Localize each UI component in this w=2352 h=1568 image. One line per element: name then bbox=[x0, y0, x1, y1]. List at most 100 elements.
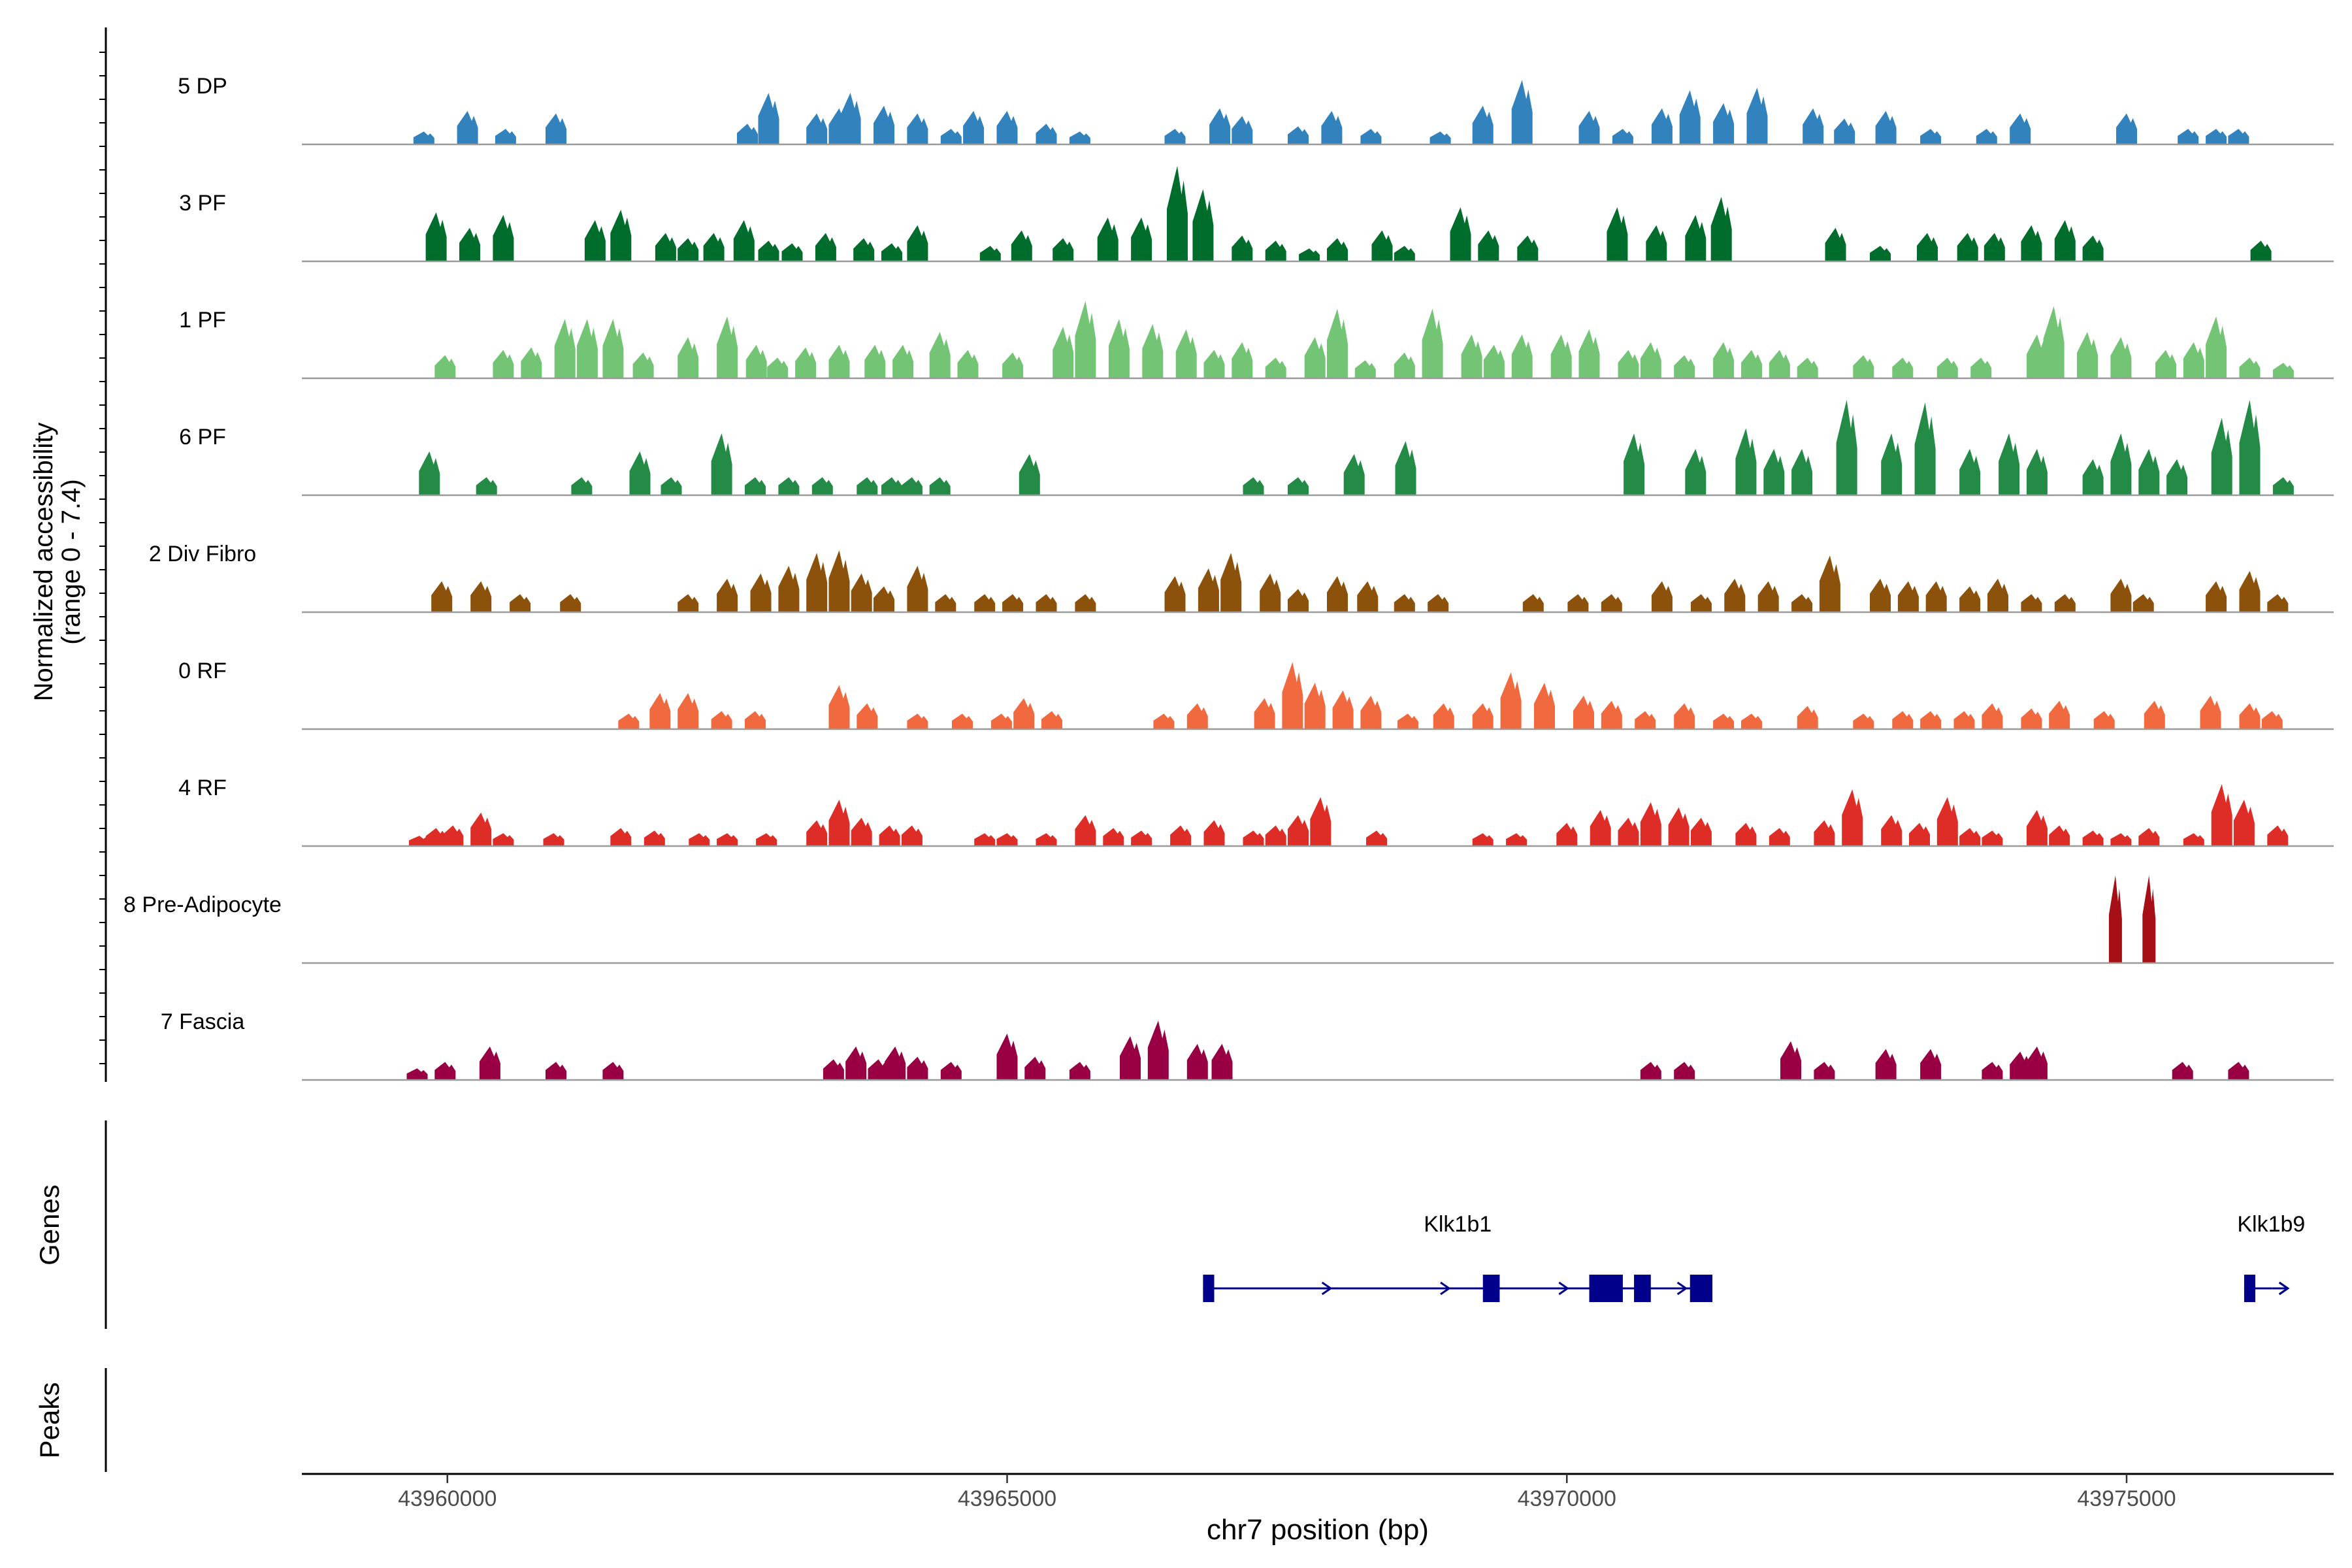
coverage-peak bbox=[1953, 711, 1975, 729]
coverage-peak bbox=[1131, 830, 1152, 846]
coverage-peak bbox=[2138, 828, 2160, 846]
coverage-peak bbox=[661, 477, 682, 495]
coverage-peak bbox=[1892, 357, 1914, 378]
coverage-peak bbox=[1397, 713, 1418, 729]
coverage-peak bbox=[1674, 1062, 1695, 1080]
coverage-peak bbox=[1797, 706, 1818, 729]
coverage-peak bbox=[806, 820, 828, 846]
coverage-peak bbox=[907, 113, 928, 144]
coverage-peak bbox=[1053, 327, 1074, 378]
coverage-peak bbox=[868, 1059, 889, 1080]
coverage-peak bbox=[1984, 233, 2005, 261]
coverage-peak bbox=[1506, 833, 1527, 846]
coverage-peak bbox=[851, 573, 872, 612]
coverage-peak bbox=[1578, 329, 1600, 378]
coverage-peak bbox=[1685, 215, 1707, 261]
coverage-peak bbox=[1327, 238, 1348, 261]
coverage-peak bbox=[2211, 417, 2232, 495]
coverage-peak bbox=[2239, 703, 2261, 729]
coverage-peak bbox=[990, 713, 1012, 729]
coverage-peak bbox=[1982, 830, 2003, 846]
coverage-peak bbox=[678, 693, 699, 729]
coverage-peak bbox=[2144, 700, 2165, 729]
coverage-peak bbox=[2261, 711, 2283, 729]
coverage-peak bbox=[940, 1062, 962, 1080]
coverage-peak bbox=[2116, 113, 2137, 144]
coverage-peak bbox=[823, 1059, 844, 1080]
coverage-peak bbox=[1825, 227, 1846, 261]
coverage-peak bbox=[560, 594, 581, 612]
coverage-peak bbox=[1870, 246, 1891, 261]
coverage-peak bbox=[795, 347, 817, 378]
coverage-peak bbox=[750, 573, 772, 612]
coverage-peak bbox=[901, 825, 923, 846]
coverage-peak bbox=[1959, 828, 1981, 846]
coverage-peak bbox=[1957, 233, 1978, 261]
coverage-peak bbox=[1254, 698, 1275, 729]
coverage-peak bbox=[885, 1046, 906, 1080]
coverage-peak bbox=[419, 451, 440, 495]
coverage-peak bbox=[2233, 800, 2255, 846]
coverage-peak bbox=[1550, 334, 1572, 378]
coverage-peak bbox=[2272, 363, 2294, 378]
coverage-peak bbox=[2093, 711, 2115, 729]
coverage-peak bbox=[1853, 713, 1874, 729]
coverage-peak bbox=[1371, 230, 1393, 261]
coverage-peak bbox=[510, 594, 531, 612]
coverage-peak bbox=[1097, 217, 1119, 261]
coverage-peak bbox=[2183, 833, 2204, 846]
coverage-peak bbox=[907, 1056, 928, 1080]
coverage-peak bbox=[1053, 238, 1074, 261]
coverage-peak bbox=[2155, 350, 2176, 378]
coverage-peak bbox=[1013, 698, 1035, 729]
track-label: 5 DP bbox=[178, 74, 227, 99]
coverage-peak bbox=[857, 703, 878, 729]
track-4-rf: 4 RF bbox=[178, 776, 2334, 847]
coverage-peak bbox=[1142, 324, 1164, 378]
coverage-peak bbox=[2110, 433, 2132, 495]
coverage-peak bbox=[610, 828, 632, 846]
coverage-peak bbox=[851, 817, 872, 846]
coverage-peak bbox=[1925, 581, 1947, 612]
coverage-peak bbox=[1429, 131, 1451, 144]
coverage-peak bbox=[1220, 553, 1242, 612]
coverage-peak bbox=[1741, 713, 1762, 729]
coverage-peak bbox=[1164, 576, 1186, 612]
coverage-peak bbox=[1186, 1043, 1208, 1080]
coverage-peak bbox=[1461, 334, 1482, 378]
coverage-peak bbox=[425, 828, 447, 846]
coverage-peak bbox=[979, 246, 1001, 261]
coverage-peak bbox=[1394, 594, 1415, 612]
coverage-peak bbox=[1186, 703, 1208, 729]
coverage-peak bbox=[733, 220, 755, 261]
coverage-peak bbox=[935, 594, 956, 612]
coverage-peak bbox=[1120, 1036, 1141, 1080]
gene-exon bbox=[2244, 1275, 2256, 1302]
coverage-peak bbox=[1036, 594, 1057, 612]
coverage-peak bbox=[2239, 400, 2261, 495]
coverage-peak bbox=[2110, 578, 2132, 612]
coverage-peak bbox=[493, 215, 514, 261]
coverage-peak bbox=[828, 550, 850, 612]
coverage-peak bbox=[1299, 248, 1320, 261]
coverage-peak bbox=[1002, 594, 1024, 612]
coverage-peak bbox=[1892, 711, 1914, 729]
coverage-peak bbox=[1170, 825, 1192, 846]
coverage-peak bbox=[470, 812, 492, 846]
coverage-peak bbox=[756, 833, 777, 846]
coverage-peak bbox=[879, 825, 900, 846]
track-3-pf: 3 PF bbox=[179, 166, 2334, 263]
coverage-peak bbox=[974, 833, 996, 846]
x-axis-ticks: 43960000 43965000 43970000 43975000 bbox=[398, 1474, 2176, 1511]
coverage-peak bbox=[1483, 344, 1505, 378]
coverage-peak bbox=[1674, 355, 1695, 378]
coverage-peak bbox=[2110, 336, 2132, 378]
coverage-peak bbox=[546, 1062, 566, 1080]
coverage-peak bbox=[717, 578, 738, 612]
coverage-peak bbox=[874, 105, 894, 144]
coverage-peak bbox=[857, 477, 878, 495]
coverage-peak bbox=[1601, 594, 1622, 612]
coverage-peak bbox=[2021, 594, 2042, 612]
coverage-peak bbox=[521, 347, 542, 378]
coverage-peak bbox=[1232, 116, 1253, 144]
